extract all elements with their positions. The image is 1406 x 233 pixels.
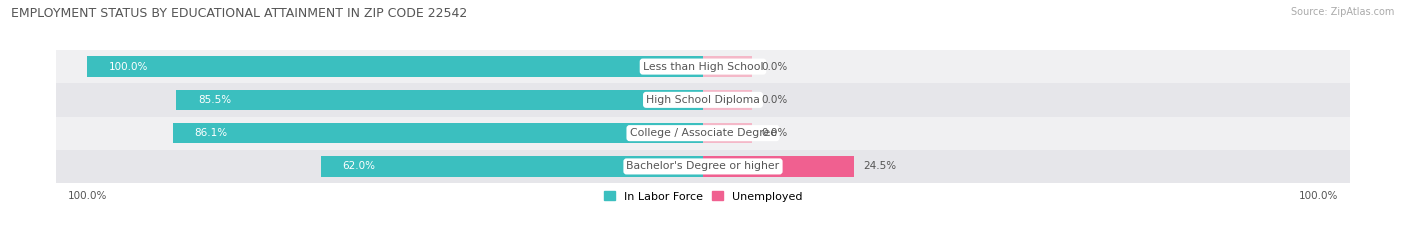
Text: Bachelor's Degree or higher: Bachelor's Degree or higher <box>627 161 779 171</box>
Bar <box>56 116 1350 150</box>
Text: 86.1%: 86.1% <box>194 128 228 138</box>
Text: 100.0%: 100.0% <box>108 62 148 72</box>
Bar <box>87 56 703 77</box>
Text: 85.5%: 85.5% <box>198 95 231 105</box>
Bar <box>703 123 752 144</box>
Bar <box>176 89 703 110</box>
Bar <box>703 56 752 77</box>
Text: 0.0%: 0.0% <box>762 128 787 138</box>
Text: 0.0%: 0.0% <box>762 62 787 72</box>
Text: Less than High School: Less than High School <box>643 62 763 72</box>
Text: Source: ZipAtlas.com: Source: ZipAtlas.com <box>1291 7 1395 17</box>
Bar <box>56 150 1350 183</box>
Bar <box>703 156 853 177</box>
Bar <box>56 83 1350 116</box>
Bar <box>703 89 752 110</box>
Bar <box>56 50 1350 83</box>
Text: College / Associate Degree: College / Associate Degree <box>630 128 776 138</box>
Legend: In Labor Force, Unemployed: In Labor Force, Unemployed <box>599 187 807 206</box>
Text: 0.0%: 0.0% <box>762 95 787 105</box>
Text: 24.5%: 24.5% <box>863 161 896 171</box>
Bar <box>173 123 703 144</box>
Bar <box>321 156 703 177</box>
Text: 62.0%: 62.0% <box>343 161 375 171</box>
Text: High School Diploma: High School Diploma <box>647 95 759 105</box>
Text: EMPLOYMENT STATUS BY EDUCATIONAL ATTAINMENT IN ZIP CODE 22542: EMPLOYMENT STATUS BY EDUCATIONAL ATTAINM… <box>11 7 468 20</box>
